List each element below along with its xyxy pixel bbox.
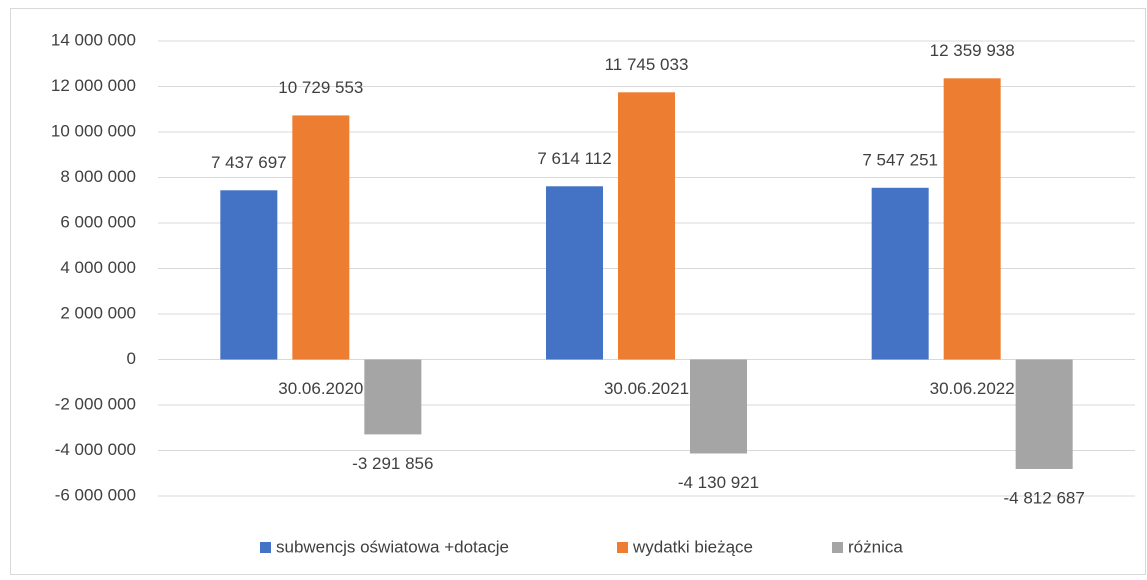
y-tick-label: 4 000 000: [60, 258, 136, 277]
bar: [690, 359, 747, 454]
bar: [618, 92, 675, 360]
y-tick-label: 8 000 000: [60, 167, 136, 186]
y-tick-label: 14 000 000: [51, 30, 136, 49]
y-tick-label: -2 000 000: [55, 394, 136, 413]
y-tick-label: 6 000 000: [60, 212, 136, 231]
data-label: 7 437 697: [211, 153, 287, 172]
x-tick-label: 30.06.2021: [604, 379, 689, 398]
legend-label: różnica: [848, 537, 903, 556]
y-tick-label: 12 000 000: [51, 76, 136, 95]
bar: [364, 359, 422, 435]
bar: [292, 115, 350, 360]
data-label: 7 547 251: [862, 150, 938, 169]
legend-swatch: [260, 542, 271, 553]
y-tick-label: 10 000 000: [51, 121, 136, 140]
y-tick-label: 2 000 000: [60, 303, 136, 322]
bar: [220, 190, 278, 360]
legend-swatch: [617, 542, 628, 553]
data-label: -4 130 921: [678, 473, 759, 492]
y-tick-label: 0: [127, 349, 136, 368]
legend-swatch: [832, 542, 843, 553]
data-label: 10 729 553: [278, 78, 363, 97]
y-tick-label: -4 000 000: [55, 440, 136, 459]
data-label: -3 291 856: [352, 454, 433, 473]
data-label: 11 745 033: [605, 55, 689, 74]
bar: [1015, 359, 1073, 469]
data-label: 7 614 112: [537, 149, 611, 168]
legend-label: subwencjs oświatowa +dotacje: [276, 537, 509, 556]
legend-label: wydatki bieżące: [632, 537, 753, 556]
bar: [546, 186, 603, 360]
bar: [943, 78, 1001, 360]
bar: [871, 187, 929, 360]
x-tick-label: 30.06.2022: [930, 379, 1015, 398]
data-label: 12 359 938: [930, 41, 1015, 60]
data-label: -4 812 687: [1004, 488, 1085, 507]
x-tick-label: 30.06.2020: [278, 379, 363, 398]
y-tick-label: -6 000 000: [55, 485, 136, 504]
